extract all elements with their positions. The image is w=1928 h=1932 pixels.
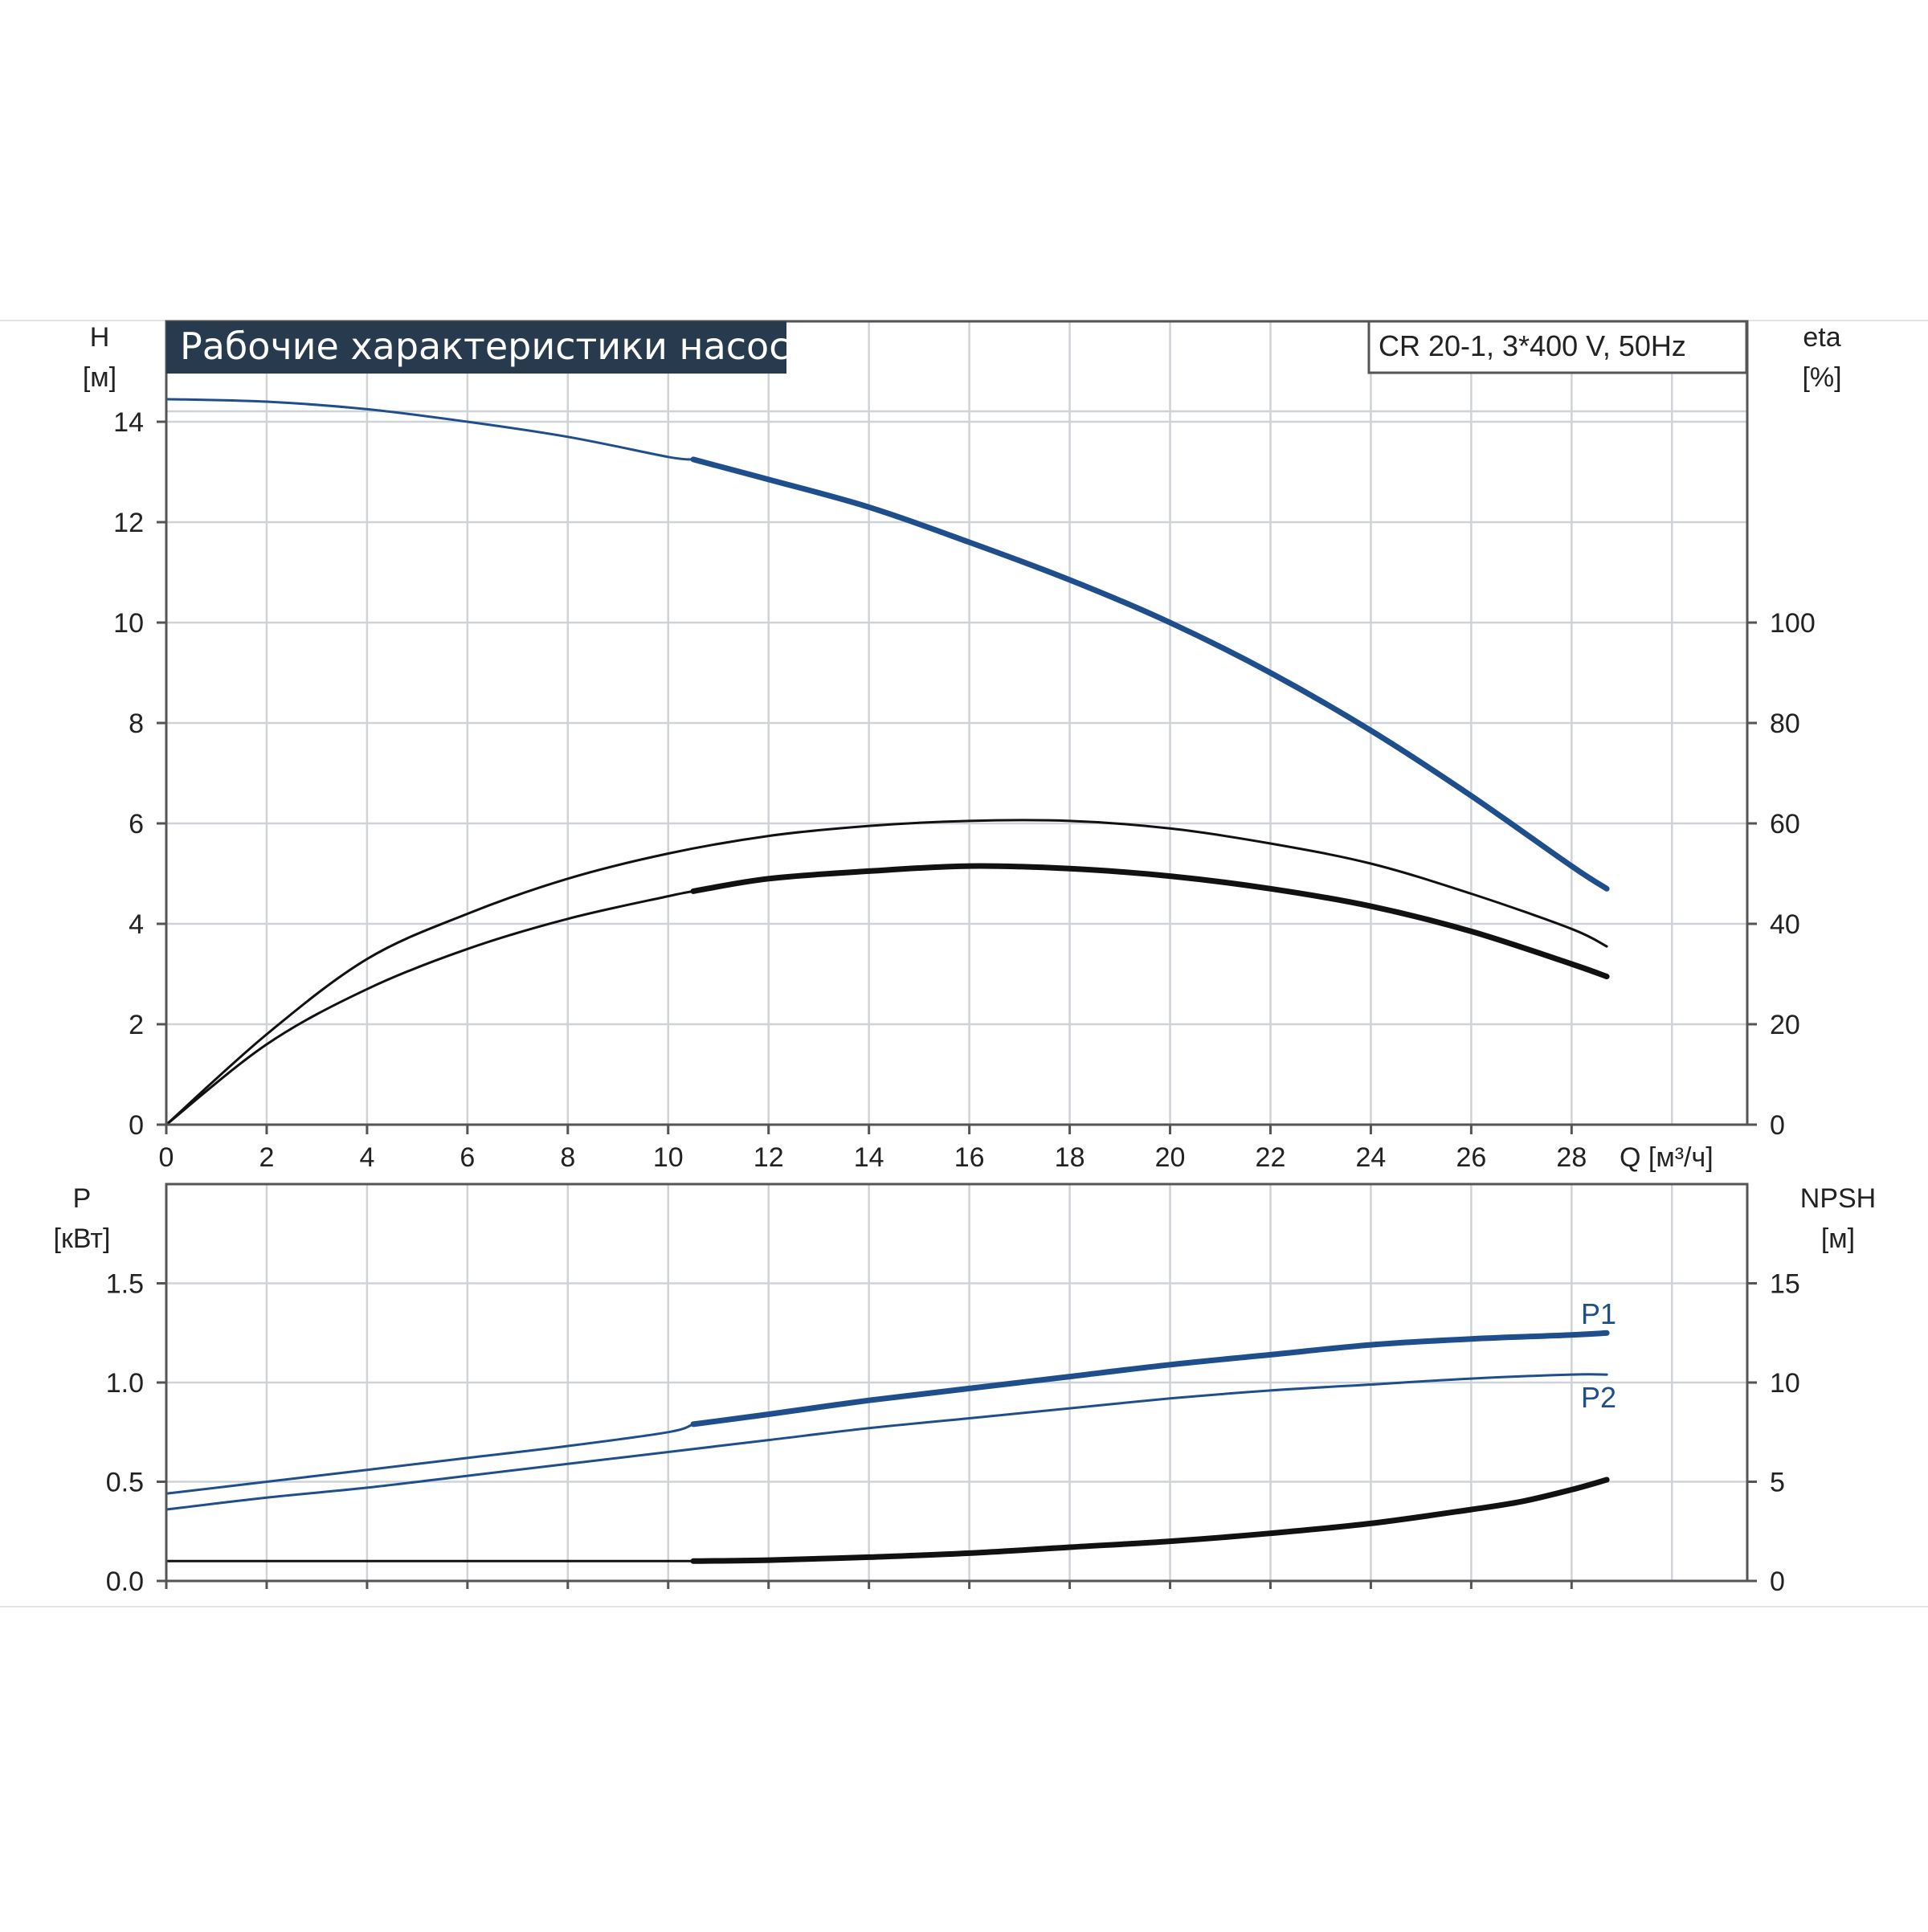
h-tick-label: 2 (129, 1010, 144, 1040)
h-curve-thin (165, 398, 695, 461)
x-tick-label: 4 (359, 1142, 374, 1173)
title-box (166, 321, 786, 374)
h-tick-label: 4 (129, 909, 144, 940)
eta-axis-symbol: eta (1803, 322, 1840, 353)
h-axis-symbol: H (90, 322, 110, 353)
bottom-panel-grid (166, 1184, 1747, 1581)
x-tick-label: 14 (854, 1142, 884, 1173)
chart-title: Рабочие характеристики насоса (180, 325, 812, 368)
model-box (1367, 320, 1748, 374)
eta-tick-label: 60 (1770, 809, 1800, 839)
eta-lower-curve-bold (690, 863, 1610, 980)
h-tick-label: 0 (129, 1110, 144, 1141)
h-tick-label: 6 (129, 809, 144, 839)
pump-model-label: CR 20-1, 3*400 V, 50Hz (1379, 329, 1686, 362)
h-tick-label: 14 (113, 407, 144, 438)
p-tick-label: 1.5 (106, 1269, 144, 1300)
x-tick-label: 26 (1456, 1142, 1486, 1173)
p-axis-unit: [кВт] (54, 1223, 111, 1254)
top-panel-series (165, 398, 1610, 1126)
x-tick-label: 20 (1155, 1142, 1186, 1173)
eta-tick-label: 40 (1770, 909, 1800, 940)
npsh-curve-bold (690, 1477, 1610, 1564)
x-tick-label: 8 (560, 1142, 575, 1173)
h-tick-label: 10 (113, 608, 144, 639)
eta-tick-label: 100 (1770, 608, 1816, 639)
x-tick-label: 22 (1256, 1142, 1286, 1173)
npsh-tick-label: 10 (1770, 1368, 1800, 1399)
top-panel-ticks: 0 2 4 6 8 10 12 14 16 18 20 22 24 26 28024681012140204… (113, 407, 1816, 1173)
npsh-axis-symbol: NPSH (1800, 1183, 1876, 1214)
h-tick-label: 12 (113, 508, 144, 538)
eta-tick-label: 20 (1770, 1010, 1800, 1040)
x-tick-label: 10 (653, 1142, 684, 1173)
x-tick-label: 0 (159, 1142, 174, 1173)
p1-curve-bold (690, 1330, 1610, 1428)
x-tick-label: 2 (259, 1142, 274, 1173)
p2-series-label: P2 (1581, 1381, 1616, 1414)
x-tick-label: 6 (460, 1142, 475, 1173)
eta-tick-label: 0 (1770, 1110, 1785, 1141)
bottom-panel-ticks: 0.0 0.5 1.0 1.5 0 5 10 15 (106, 1269, 1800, 1598)
p-tick-label: 1.0 (106, 1368, 144, 1399)
eta-axis-unit: [%] (1802, 362, 1841, 393)
x-tick-label: 12 (754, 1142, 784, 1173)
x-tick-label: 16 (954, 1142, 985, 1173)
top-panel-grid (166, 321, 1747, 1125)
p-tick-label: 0.0 (106, 1566, 144, 1597)
npsh-tick-label: 5 (1770, 1468, 1785, 1498)
p1-series-label: P1 (1581, 1297, 1616, 1330)
x-tick-label: 28 (1556, 1142, 1587, 1173)
x-tick-label: 24 (1356, 1142, 1387, 1173)
eta-lower-curve-thin (165, 889, 695, 1126)
p2-curve (165, 1373, 1608, 1511)
q-axis-label: Q [м³/ч] (1620, 1142, 1714, 1173)
x-tick-label: 18 (1055, 1142, 1085, 1173)
npsh-tick-label: 0 (1770, 1566, 1785, 1597)
eta-upper-curve (165, 819, 1608, 1126)
p1-curve-thin (165, 1423, 695, 1495)
p-axis-symbol: P (73, 1183, 92, 1214)
h-curve-bold (690, 456, 1610, 892)
npsh-tick-label: 15 (1770, 1269, 1800, 1300)
eta-tick-label: 80 (1770, 709, 1800, 739)
p-tick-label: 0.5 (106, 1468, 144, 1498)
h-axis-unit: [м] (83, 362, 116, 393)
npsh-axis-unit: [м] (1821, 1223, 1855, 1254)
bottom-panel-series (165, 1330, 1610, 1564)
h-tick-label: 8 (129, 709, 144, 739)
